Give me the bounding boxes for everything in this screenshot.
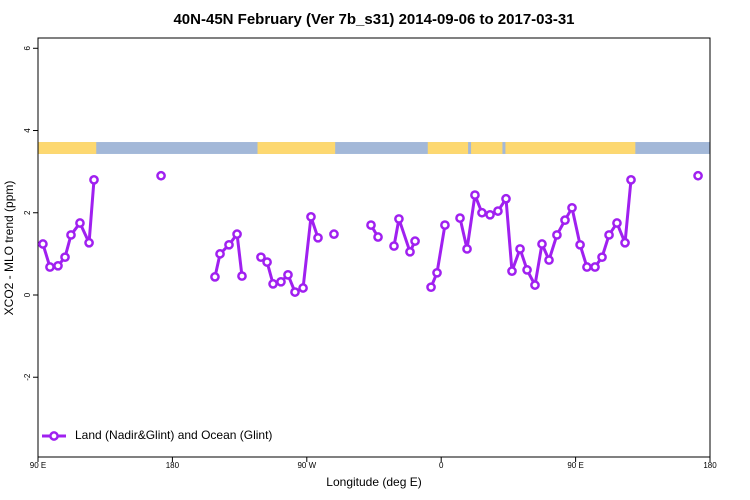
- x-tick-label: 180: [703, 461, 717, 470]
- data-point: [462, 244, 472, 254]
- x-tick-label: 90 W: [297, 461, 316, 470]
- data-point: [507, 266, 517, 276]
- land-band: [257, 142, 336, 154]
- data-point: [329, 229, 339, 239]
- series-line: [43, 176, 698, 292]
- data-point: [567, 202, 577, 213]
- y-axis-label: XCO2 - MLO trend (ppm): [2, 181, 16, 316]
- x-tick-label: 180: [166, 461, 180, 470]
- data-point: [60, 252, 70, 263]
- data-point: [410, 236, 420, 246]
- data-point: [38, 239, 48, 249]
- data-point: [470, 190, 480, 200]
- chart-title: 40N-45N February (Ver 7b_s31) 2014-09-06…: [173, 11, 574, 28]
- data-point: [537, 239, 547, 249]
- data-point: [215, 249, 225, 259]
- data-point: [237, 271, 247, 281]
- y-tick-label: -2: [23, 373, 32, 381]
- data-point: [268, 279, 278, 289]
- data-point: [477, 207, 487, 218]
- data-point: [256, 252, 266, 263]
- data-point: [575, 239, 585, 250]
- data-point: [276, 276, 286, 287]
- data-point: [210, 272, 220, 282]
- data-point: [455, 213, 465, 223]
- data-point: [224, 239, 234, 250]
- legend-marker: [49, 431, 59, 441]
- data-point: [485, 209, 495, 220]
- legend-label: Land (Nadir&Glint) and Ocean (Glint): [75, 428, 272, 442]
- data-point: [552, 230, 562, 240]
- x-tick-label: 90 E: [30, 461, 46, 470]
- data-point: [440, 220, 450, 230]
- land-band: [38, 142, 97, 154]
- y-tick-label: 4: [23, 128, 32, 133]
- x-tick-label: 0: [439, 461, 444, 470]
- data-point: [515, 244, 525, 254]
- data-point: [597, 252, 607, 263]
- data-point: [693, 170, 703, 181]
- data-point: [620, 237, 630, 248]
- data-point: [544, 255, 554, 265]
- data-point: [290, 287, 300, 297]
- data-point: [66, 230, 76, 240]
- data-point: [389, 241, 399, 251]
- data-point: [298, 283, 308, 293]
- y-tick-label: 2: [23, 210, 32, 215]
- data-point: [426, 282, 436, 293]
- data-point: [75, 218, 85, 228]
- x-axis-label: Longitude (deg E): [326, 475, 421, 489]
- data-point: [501, 193, 511, 204]
- data-point: [394, 214, 404, 224]
- data-point: [306, 212, 316, 222]
- data-point: [582, 262, 592, 272]
- plot-frame: [37, 37, 711, 458]
- land-band: [471, 142, 503, 154]
- y-tick-label: 6: [23, 46, 32, 51]
- data-point: [89, 175, 99, 185]
- ocean-band: [38, 142, 710, 154]
- data-point: [604, 230, 614, 240]
- data-point: [313, 232, 323, 243]
- data-point: [373, 232, 383, 242]
- data-point: [405, 246, 415, 257]
- data-point: [156, 170, 166, 181]
- data-point: [530, 280, 540, 290]
- land-band: [505, 142, 636, 154]
- data-point: [84, 237, 94, 248]
- data-point: [283, 269, 293, 280]
- x-tick-label: 90 E: [567, 461, 583, 470]
- data-point: [522, 265, 532, 275]
- data-point: [53, 260, 63, 271]
- data-point: [262, 257, 272, 267]
- data-point: [560, 215, 570, 226]
- data-point: [366, 220, 376, 230]
- data-point: [45, 262, 55, 272]
- data-point: [612, 218, 622, 228]
- data-point: [232, 229, 242, 239]
- land-band: [427, 142, 469, 154]
- data-point: [432, 267, 442, 278]
- data-point: [493, 206, 503, 216]
- data-point: [590, 262, 600, 272]
- y-tick-label: 0: [23, 292, 32, 297]
- data-point: [626, 175, 636, 185]
